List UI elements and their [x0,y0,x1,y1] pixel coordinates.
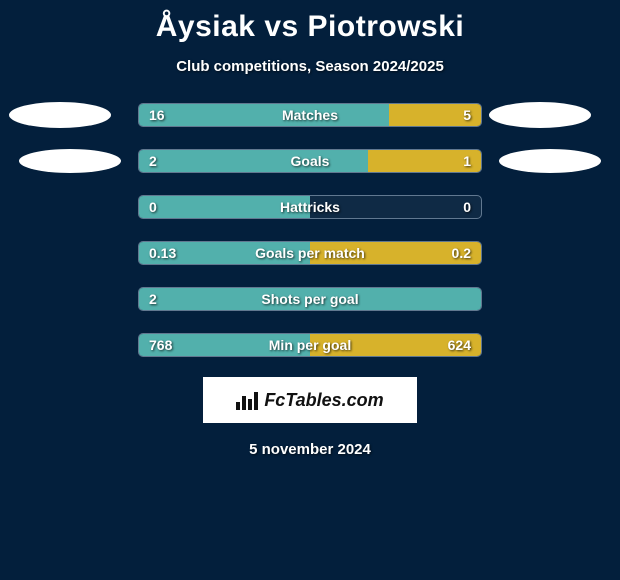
footer-date: 5 november 2024 [0,441,620,458]
fctables-badge[interactable]: FcTables.com [203,377,417,423]
stat-right-value: 1 [453,150,481,172]
stat-row: 2Shots per goal [138,287,482,311]
decorative-ellipse [9,102,111,128]
decorative-ellipse [19,149,121,173]
decorative-ellipse [489,102,591,128]
stat-right-value: 5 [453,104,481,126]
decorative-ellipse [499,149,601,173]
comparison-chart: 165Matches21Goals00Hattricks0.130.2Goals… [138,103,482,357]
stat-right-value: 0 [453,196,481,218]
stat-bar-left-segment [139,150,368,172]
stat-bar: 165Matches [138,103,482,127]
stat-left-value: 2 [139,288,167,310]
page-title: Åysiak vs Piotrowski [0,0,620,44]
fctables-logo-icon [236,390,258,410]
stat-bar: 21Goals [138,149,482,173]
stat-bar: 0.130.2Goals per match [138,241,482,265]
stat-row: 0.130.2Goals per match [138,241,482,265]
page-subtitle: Club competitions, Season 2024/2025 [0,58,620,75]
stat-left-value: 0 [139,196,167,218]
stat-left-value: 2 [139,150,167,172]
stat-row: 21Goals [138,149,482,173]
stat-right-value: 624 [438,334,481,356]
stat-row: 00Hattricks [138,195,482,219]
stat-bar: 768624Min per goal [138,333,482,357]
stat-left-value: 16 [139,104,175,126]
stat-bar: 2Shots per goal [138,287,482,311]
stat-bar-left-segment [139,104,389,126]
stat-right-value: 0.2 [442,242,481,264]
stat-left-value: 768 [139,334,182,356]
stat-bar-left-segment [139,288,481,310]
stat-row: 768624Min per goal [138,333,482,357]
stat-bar: 00Hattricks [138,195,482,219]
stat-left-value: 0.13 [139,242,186,264]
fctables-badge-text: FcTables.com [264,390,383,411]
stat-row: 165Matches [138,103,482,127]
